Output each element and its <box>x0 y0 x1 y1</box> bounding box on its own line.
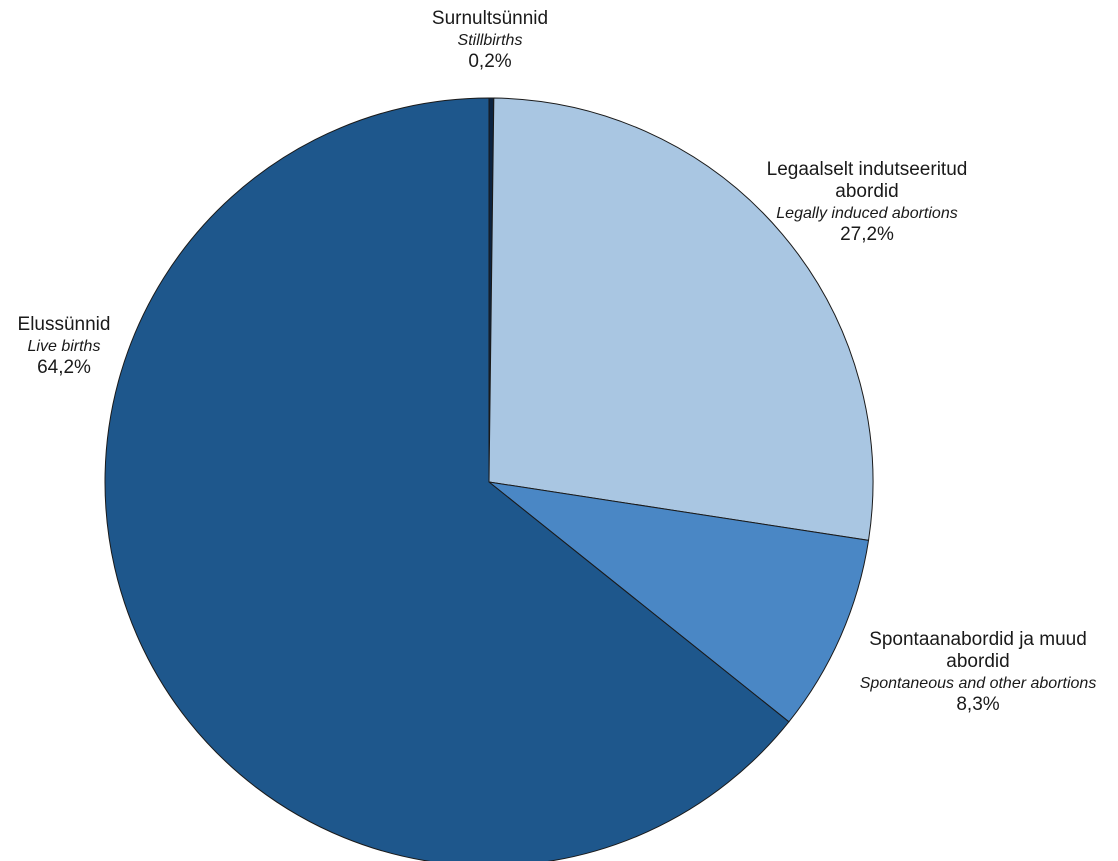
live-births-value-label: 64,2% <box>37 357 91 378</box>
stillbirths-value-label: 0,2% <box>468 51 512 72</box>
live-births-label-et: Elussünnid <box>17 314 111 335</box>
legally-induced-label-et: Legaalselt indutseeritud abordid <box>766 159 968 202</box>
spontaneous-label-et: Spontaanabordid ja muud abordid <box>869 629 1087 672</box>
stillbirths-label-et: Surnultsünnid <box>431 8 549 29</box>
live-births-label-en: Live births <box>27 338 101 355</box>
legally-induced-value-label: 27,2% <box>840 224 894 245</box>
spontaneous-label-en: Spontaneous and other abortions <box>859 675 1097 692</box>
legally-induced-label-en: Legally induced abortions <box>776 205 958 222</box>
slice-label-live-births: Elussünnid Live births 64,2% <box>4 314 124 379</box>
slice-legally-induced <box>488 97 874 541</box>
slice-live-births <box>104 97 790 861</box>
slice-spontaneous <box>487 481 870 723</box>
slice-label-spontaneous: Spontaanabordid ja muud abordid Spontane… <box>843 629 1113 716</box>
slice-label-legally-induced: Legaalselt indutseeritud abordid Legally… <box>742 159 992 246</box>
spontaneous-value-label: 8,3% <box>956 694 1000 715</box>
stillbirths-label-en: Stillbirths <box>457 32 523 49</box>
slice-label-stillbirths: Surnultsünnid Stillbirths 0,2% <box>390 8 590 73</box>
